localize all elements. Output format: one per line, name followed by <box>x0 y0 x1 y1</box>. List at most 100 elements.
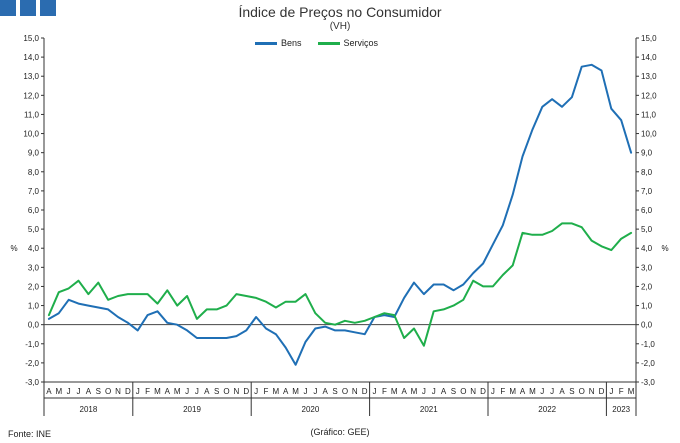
x-tick-label: M <box>391 387 398 396</box>
y-tick-label-right: 10,0 <box>641 130 657 139</box>
chart-legend: Bens Serviços <box>255 38 378 48</box>
x-tick-label: A <box>401 387 407 396</box>
x-tick-label: A <box>441 387 447 396</box>
x-tick-label: O <box>223 387 229 396</box>
y-tick-label-left: 4,0 <box>28 244 40 253</box>
series-line-bens <box>47 63 633 366</box>
year-label: 2021 <box>420 405 438 414</box>
x-tick-label: J <box>432 387 436 396</box>
year-label: 2022 <box>538 405 556 414</box>
x-tick-label: O <box>460 387 466 396</box>
y-tick-label-left: 1,0 <box>28 302 40 311</box>
x-tick-label: M <box>174 387 181 396</box>
x-tick-label: O <box>342 387 348 396</box>
y-tick-label-left: -1,0 <box>25 340 39 349</box>
x-tick-label: S <box>451 387 456 396</box>
x-tick-label: N <box>234 387 240 396</box>
x-tick-label: F <box>382 387 387 396</box>
y-tick-label-right: 3,0 <box>641 263 653 272</box>
y-tick-label-right: 0,0 <box>641 321 653 330</box>
x-tick-label: S <box>214 387 219 396</box>
x-tick-label: F <box>264 387 269 396</box>
y-tick-label-right: 11,0 <box>641 110 657 119</box>
y-tick-label-left: 11,0 <box>24 110 40 119</box>
legend-label-bens: Bens <box>281 38 302 48</box>
y-tick-label-right: 15,0 <box>641 34 657 43</box>
y-tick-label-left: -3,0 <box>25 378 39 387</box>
y-tick-label-left: 6,0 <box>28 206 40 215</box>
legend-item-bens: Bens <box>255 38 302 48</box>
y-tick-label-left: -2,0 <box>25 359 39 368</box>
x-tick-label: A <box>520 387 526 396</box>
x-tick-label: S <box>569 387 574 396</box>
y-tick-label-left: 0,0 <box>28 321 40 330</box>
x-tick-label: N <box>115 387 121 396</box>
y-tick-label-left: 12,0 <box>23 91 39 100</box>
y-tick-label-right: 14,0 <box>641 53 657 62</box>
x-tick-label: J <box>550 387 554 396</box>
x-tick-label: J <box>303 387 307 396</box>
y-tick-label-left: 10,0 <box>23 130 39 139</box>
y-tick-label-left: 13,0 <box>23 72 39 81</box>
x-tick-label: M <box>411 387 418 396</box>
x-tick-label: J <box>491 387 495 396</box>
x-tick-label: M <box>292 387 299 396</box>
x-tick-label: F <box>500 387 505 396</box>
x-tick-label: O <box>105 387 111 396</box>
x-tick-label: N <box>352 387 358 396</box>
x-tick-label: J <box>67 387 71 396</box>
x-tick-label: A <box>204 387 210 396</box>
x-tick-label: O <box>579 387 585 396</box>
y-tick-label-left: 3,0 <box>28 263 40 272</box>
x-tick-label: M <box>55 387 62 396</box>
y-tick-label-right: 4,0 <box>641 244 653 253</box>
y-tick-label-right: 2,0 <box>641 282 653 291</box>
x-tick-label: M <box>509 387 516 396</box>
x-tick-label: A <box>165 387 171 396</box>
y-tick-label-right: 6,0 <box>641 206 653 215</box>
x-tick-label: J <box>313 387 317 396</box>
credit-note: (Gráfico: GEE) <box>310 427 370 437</box>
chart-title: Índice de Preços no Consumidor <box>238 4 442 20</box>
y-tick-label-left: 9,0 <box>28 149 40 158</box>
source-note: Fonte: INE <box>8 429 52 439</box>
x-tick-label: F <box>619 387 624 396</box>
y-tick-label-right: 1,0 <box>641 302 653 311</box>
x-tick-label: J <box>136 387 140 396</box>
x-tick-label: A <box>46 387 52 396</box>
x-tick-label: D <box>125 387 131 396</box>
y-tick-label-right: -1,0 <box>641 340 655 349</box>
x-tick-label: J <box>77 387 81 396</box>
x-tick-label: A <box>323 387 329 396</box>
year-label: 2020 <box>302 405 320 414</box>
x-tick-label: J <box>540 387 544 396</box>
logo-block <box>0 0 16 16</box>
x-tick-label: J <box>254 387 258 396</box>
year-label: 2018 <box>80 405 98 414</box>
y-tick-label-left: 7,0 <box>28 187 40 196</box>
x-tick-label: M <box>628 387 635 396</box>
y-tick-label-right: 8,0 <box>641 168 653 177</box>
x-tick-label: N <box>470 387 476 396</box>
y-tick-label-left: 8,0 <box>28 168 40 177</box>
y-tick-label-left: 2,0 <box>28 282 40 291</box>
x-tick-label: J <box>195 387 199 396</box>
x-tick-label: D <box>243 387 249 396</box>
y-axis-title-right: % <box>661 244 668 253</box>
legend-swatch-bens <box>255 41 277 45</box>
y-axis-title-left: % <box>10 244 17 253</box>
year-label: 2023 <box>612 405 630 414</box>
x-tick-label: S <box>96 387 101 396</box>
legend-item-servicos: Serviços <box>317 38 378 48</box>
y-tick-label-right: -3,0 <box>641 378 655 387</box>
x-tick-label: J <box>422 387 426 396</box>
y-tick-label-right: 12,0 <box>641 91 657 100</box>
x-tick-label: D <box>480 387 486 396</box>
x-tick-label: F <box>145 387 150 396</box>
y-tick-label-right: 5,0 <box>641 225 653 234</box>
y-tick-label-right: 9,0 <box>641 149 653 158</box>
x-tick-label: N <box>589 387 595 396</box>
x-tick-label: M <box>529 387 536 396</box>
y-tick-label-right: 7,0 <box>641 187 653 196</box>
